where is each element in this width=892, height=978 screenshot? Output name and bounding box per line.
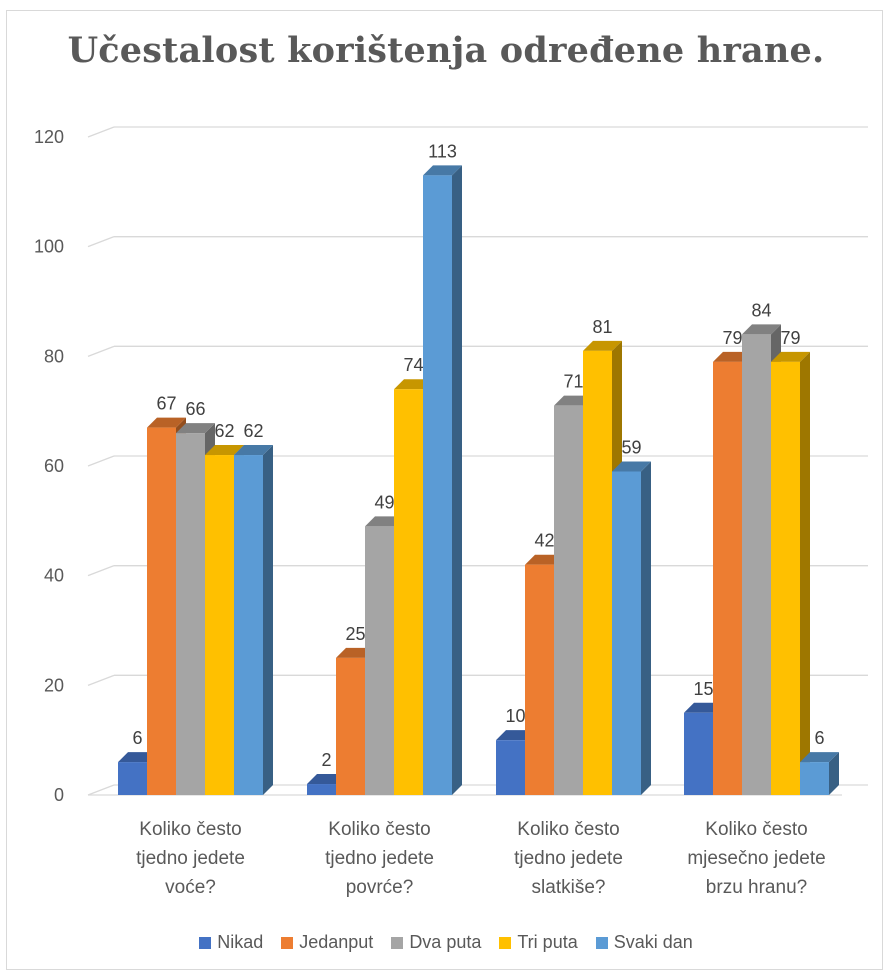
bar [800,752,839,795]
data-label: 25 [345,624,365,644]
y-tick-label: 20 [44,675,64,695]
legend-item: Jedanput [281,932,373,953]
x-tick-label: Koliko često mjesečno jedete brzu hranu? [687,819,825,898]
legend-label: Tri puta [517,932,578,952]
y-tick-label: 60 [44,456,64,476]
data-label: 49 [374,492,394,512]
data-label: 74 [403,355,423,375]
data-label: 6 [132,728,142,748]
data-label: 66 [185,399,205,419]
data-label: 2 [321,750,331,770]
data-label: 81 [592,317,612,337]
data-label: 113 [428,141,457,161]
legend-swatch [499,936,512,949]
gridline [87,126,868,138]
legend-swatch [595,936,608,949]
chart-legend: Nikad Jedanput Dva puta Tri puta Svaki dan [0,932,892,953]
bar [423,165,462,796]
bar [234,445,273,795]
legend-swatch [281,936,294,949]
legend-label: Nikad [217,932,264,952]
legend-item: Dva puta [391,932,481,953]
data-label: 15 [693,679,713,699]
y-tick-label: 80 [44,346,64,366]
data-label: 6 [814,728,824,748]
legend-item: Tri puta [499,932,578,953]
bar [771,351,810,795]
data-label: 67 [156,394,176,414]
y-tick-label: 0 [54,785,64,805]
legend-item: Svaki dan [595,932,693,953]
data-label: 10 [505,706,525,726]
legend-swatch [391,936,404,949]
legend-swatch [199,936,212,949]
data-label: 42 [534,531,554,551]
bar [612,461,651,795]
x-tick-label: Koliko često tjedno jedete slatkiše? [514,819,623,898]
gridline [87,236,868,248]
legend-label: Dva puta [409,932,482,952]
legend-label: Jedanput [299,932,374,952]
chart-title: Učestalost korištenja određene hrane. [67,30,825,71]
data-label: 79 [780,328,800,348]
data-label: 62 [243,421,263,441]
data-label: 79 [722,328,742,348]
y-tick-label: 40 [44,566,64,586]
data-label: 71 [563,372,583,392]
y-tick-label: 100 [34,237,64,257]
legend-label: Svaki dan [613,932,693,952]
y-tick-label: 120 [34,127,64,147]
x-tick-label: Koliko često tjedno jedete povrće? [325,819,434,898]
data-label: 62 [214,421,234,441]
x-tick-label: Koliko često tjedno jedete voće? [136,819,245,898]
data-label: 84 [751,300,771,320]
data-label: 59 [621,437,641,457]
legend-item: Nikad [199,932,263,953]
